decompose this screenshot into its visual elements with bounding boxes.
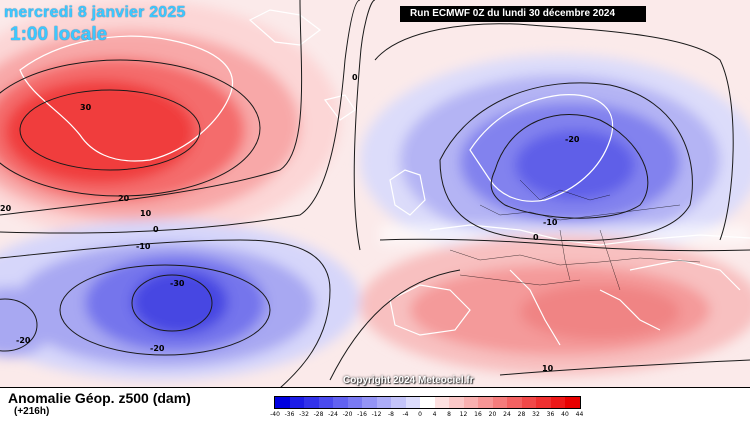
anomaly-fields bbox=[0, 0, 750, 380]
legend-swatch bbox=[362, 397, 377, 408]
legend-label: 4 bbox=[432, 411, 437, 418]
contour-label: -20 bbox=[16, 336, 31, 345]
legend-swatch bbox=[420, 397, 435, 408]
contour-label: -10 bbox=[136, 242, 151, 251]
legend-swatch bbox=[492, 397, 507, 408]
borders bbox=[449, 179, 701, 291]
legend-label: -28 bbox=[313, 411, 324, 418]
legend-label: -12 bbox=[371, 411, 382, 418]
anomaly-map: 30 20 10 0 -10 -20 -30 20 -20 -20 0 -10 … bbox=[0, 0, 750, 388]
contour-lines bbox=[0, 0, 750, 388]
contour-label: 10 bbox=[542, 364, 554, 373]
legend-swatch bbox=[449, 397, 464, 408]
legend-label: 24 bbox=[503, 411, 511, 418]
legend-swatch bbox=[434, 397, 449, 408]
contour-label: 30 bbox=[80, 103, 92, 112]
legend-label: 12 bbox=[459, 411, 468, 418]
legend-swatch bbox=[347, 397, 362, 408]
legend-label: -36 bbox=[284, 411, 295, 418]
color-legend: -40 -36 -32 -28 -24 -20 -16 -12 -8 -4 0 4 8 12 16 20 24 2… bbox=[270, 396, 584, 421]
legend-label: 44 bbox=[575, 411, 584, 418]
parameter-title: Anomalie Géop. z500 (dam) bbox=[8, 390, 191, 406]
legend-swatch bbox=[405, 397, 420, 408]
model-run-label: Run ECMWF 0Z du lundi 30 décembre 2024 bbox=[400, 6, 646, 22]
legend-swatch bbox=[507, 397, 522, 408]
contour-label: -20 bbox=[150, 344, 165, 353]
legend-swatch bbox=[376, 397, 391, 408]
legend-label: 16 bbox=[474, 411, 482, 418]
legend-label: -24 bbox=[328, 411, 338, 418]
legend-label: -16 bbox=[357, 411, 367, 418]
forecast-date: mercredi 8 janvier 2025 bbox=[4, 4, 186, 21]
contour-label: 10 bbox=[140, 209, 152, 218]
legend-label: -20 bbox=[342, 411, 353, 418]
legend-color-bar bbox=[274, 396, 581, 409]
legend-swatch bbox=[463, 397, 478, 408]
contour-label: 0 bbox=[153, 225, 159, 234]
legend-label: 20 bbox=[488, 411, 497, 418]
legend-swatch bbox=[333, 397, 348, 408]
forecast-local-time: 1:00 locale bbox=[10, 24, 108, 45]
legend-label: 36 bbox=[546, 411, 555, 418]
contour-label: -10 bbox=[543, 218, 558, 227]
legend-swatch bbox=[550, 397, 565, 408]
contour-label: 20 bbox=[118, 194, 130, 203]
legend-label: -4 bbox=[402, 411, 409, 418]
legend-label: -32 bbox=[299, 411, 309, 418]
legend-swatch bbox=[289, 397, 304, 408]
contour-label: -20 bbox=[565, 135, 580, 144]
legend-swatch bbox=[391, 397, 406, 408]
legend-swatch bbox=[536, 397, 551, 408]
contour-label: -30 bbox=[170, 279, 185, 288]
legend-labels: -40 -36 -32 -28 -24 -20 -16 -12 -8 -4 0 4 8 12 16 20 24 2… bbox=[270, 411, 584, 421]
coastlines bbox=[19, 9, 750, 346]
legend-swatch bbox=[275, 397, 290, 408]
legend-label: -8 bbox=[388, 411, 394, 418]
legend-label: 32 bbox=[532, 411, 540, 418]
legend-swatch bbox=[304, 397, 319, 408]
legend-label: 8 bbox=[447, 411, 451, 418]
legend-label: -40 bbox=[270, 411, 280, 418]
contour-label: 0 bbox=[533, 233, 539, 242]
legend-swatch bbox=[521, 397, 536, 408]
copyright-text: Copyright 2024 Meteociel.fr bbox=[343, 375, 474, 386]
legend-swatch bbox=[318, 397, 333, 408]
contour-label: 0 bbox=[352, 73, 358, 82]
legend-label: 40 bbox=[561, 411, 569, 418]
lead-time: (+216h) bbox=[14, 406, 50, 417]
contour-labels: 30 20 10 0 -10 -20 -30 20 -20 -20 0 -10 … bbox=[0, 73, 580, 373]
contour-label: 20 bbox=[0, 204, 12, 213]
legend-label: 0 bbox=[418, 411, 422, 418]
legend-label: 28 bbox=[517, 411, 526, 418]
legend-swatch bbox=[478, 397, 493, 408]
legend-swatch bbox=[565, 397, 580, 408]
